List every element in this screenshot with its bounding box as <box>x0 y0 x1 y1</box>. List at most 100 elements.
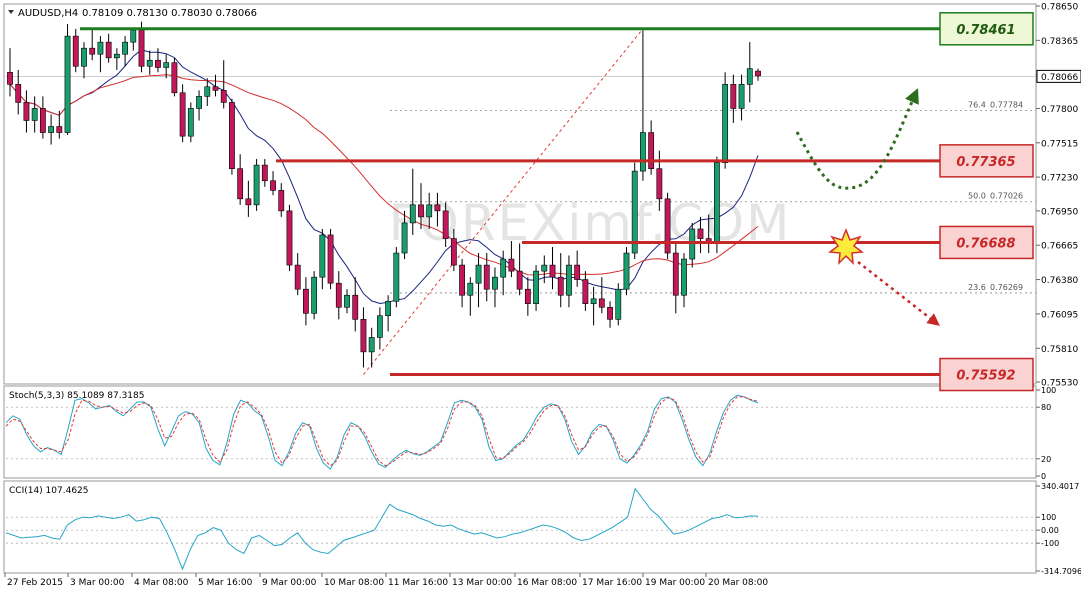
bullish-candle <box>376 315 383 338</box>
price-tick-label: 0.78650 <box>1041 3 1078 13</box>
ohlc-readout: 0.78109 0.78130 0.78030 0.78066 <box>82 8 257 19</box>
bearish-candle <box>352 294 359 320</box>
bearish-candle <box>598 298 605 308</box>
bearish-candle <box>39 108 46 133</box>
indicator-tick-label: 80 <box>1041 403 1051 412</box>
bullish-candle <box>475 264 482 284</box>
bearish-candle <box>278 190 285 212</box>
bearish-candle <box>155 59 161 68</box>
price-tick-label: 0.75530 <box>1041 379 1078 389</box>
bearish-candle <box>574 264 581 280</box>
bearish-candle <box>23 102 30 121</box>
bullish-candle <box>640 132 646 172</box>
bearish-candle <box>15 84 22 103</box>
time-axis: 27 Feb 2015 3 Mar 00:00 4 Mar 08:00 5 Mar 1… <box>4 573 768 588</box>
bullish-candle <box>492 276 498 290</box>
bearish-candle <box>557 276 564 296</box>
bearish-candle <box>220 90 227 103</box>
bullish-candle <box>253 164 260 206</box>
level-price-box <box>939 12 1034 46</box>
indicator-tick-label: 100 <box>1041 386 1056 395</box>
symbol-label: AUDUSD,H4 <box>18 8 78 19</box>
bullish-candle <box>401 222 408 254</box>
stochastic-pane <box>3 385 1037 479</box>
price-tick-label: 0.75810 <box>1041 345 1078 355</box>
stochastic-signal-line <box>5 396 759 467</box>
bearish-arrow <box>857 261 940 326</box>
bullish-candle <box>163 62 170 68</box>
bullish-candle <box>500 258 507 278</box>
bullish-candle <box>311 276 318 314</box>
time-tick-label: 13 Mar 00:00 <box>452 578 512 588</box>
price-tick-label: 0.77515 <box>1041 139 1078 149</box>
bearish-candle <box>327 234 334 284</box>
last-price-label: 0.78066 <box>1041 73 1078 83</box>
time-tick-label: 27 Feb 2015 <box>7 578 63 588</box>
bearish-candle <box>179 92 186 137</box>
bearish-candle <box>237 168 244 200</box>
time-tick-label: 4 Mar 08:00 <box>134 578 189 588</box>
breakout-star-icon <box>828 227 864 266</box>
bearish-candle <box>418 204 424 218</box>
bullish-candle <box>590 298 597 304</box>
level-price-label: 0.76688 <box>956 236 1015 251</box>
bearish-candle <box>648 132 655 169</box>
cci-pane <box>3 480 1037 574</box>
level-price-label: 0.77365 <box>956 155 1015 170</box>
price-tick-label: 0.76095 <box>1041 310 1078 320</box>
bearish-candle <box>360 319 367 353</box>
bearish-candle <box>7 71 13 85</box>
bullish-candle <box>368 337 375 353</box>
bullish-candle <box>31 108 38 121</box>
time-tick-label: 10 Mar 08:00 <box>324 578 384 588</box>
bullish-candle <box>467 282 474 296</box>
bearish-candle <box>212 86 219 91</box>
level-price-label: 0.75592 <box>956 369 1015 384</box>
bearish-candle <box>171 62 178 94</box>
bearish-candle <box>524 288 531 304</box>
price-levels: 0.78461 0.77365 0.76688 0.75592 <box>80 12 1034 392</box>
bearish-candle <box>656 168 663 200</box>
time-tick-label: 16 Mar 08:00 <box>517 578 577 588</box>
bearish-candle <box>89 47 96 55</box>
fibonacci-price-label: 0.77784 <box>990 100 1023 109</box>
bearish-candle <box>672 252 679 296</box>
stochastic-oscillator: 100 80 20 0 <box>5 386 1056 481</box>
bullish-candle <box>344 294 350 308</box>
fibonacci-price-label: 0.77026 <box>990 192 1023 201</box>
bearish-candle <box>138 29 145 67</box>
moving-average-line <box>9 74 759 276</box>
bullish-candle <box>64 35 71 133</box>
indicator-tick-label: -314.7096 <box>1041 567 1081 576</box>
bullish-candle <box>319 234 326 278</box>
time-tick-label: 17 Mar 16:00 <box>582 578 642 588</box>
bullish-candle <box>623 252 630 290</box>
last-price-box <box>1036 69 1081 83</box>
price-tick-label: 0.76950 <box>1041 207 1078 217</box>
bearish-candle <box>664 198 671 254</box>
bullish-candle <box>426 204 433 218</box>
indicator-tick-label: -100 <box>1041 539 1059 548</box>
bearish-candle <box>434 204 441 212</box>
cci-indicator: 340.4017 100 0.00 -100 -314.7096 <box>5 482 1081 576</box>
bullish-candle <box>393 252 400 302</box>
cci-line <box>5 487 759 571</box>
cci-label: CCI(14) 107.4625 <box>9 486 89 496</box>
indicator-tick-label: 20 <box>1041 455 1051 464</box>
level-price-box <box>939 225 1034 260</box>
bullish-candle <box>409 204 416 224</box>
bullish-candle <box>631 170 638 254</box>
candlesticks <box>7 21 761 368</box>
bearish-candle <box>105 41 112 59</box>
bullish-candle <box>48 126 54 133</box>
price-tick-label: 0.77230 <box>1041 174 1078 184</box>
bullish-candle <box>113 53 120 59</box>
chart-menu-icon[interactable] <box>8 10 14 14</box>
indicator-tick-label: 340.4017 <box>1041 482 1079 491</box>
bullish-candle <box>738 84 745 109</box>
bearish-candle <box>56 126 63 133</box>
bearish-candle <box>229 102 235 169</box>
price-tick-label: 0.76665 <box>1041 242 1078 252</box>
bearish-candle <box>508 258 515 272</box>
